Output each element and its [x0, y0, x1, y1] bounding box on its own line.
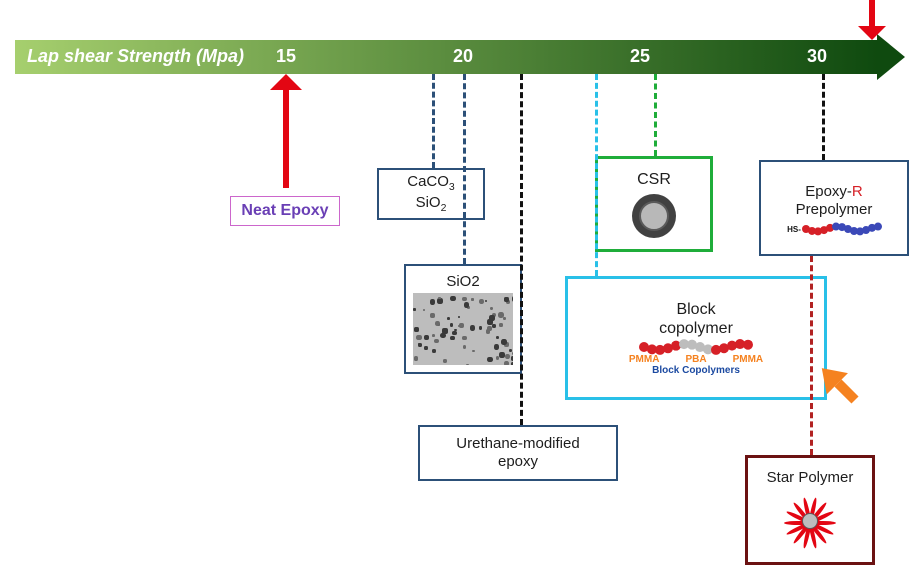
- epoxyr-box: Epoxy-RPrepolymer HS-: [759, 160, 909, 256]
- urethane-label: Urethane-modified: [456, 435, 579, 453]
- caco3-box: CaCO3SiO2: [377, 168, 485, 220]
- block-copolymer-chain-icon: [640, 342, 752, 352]
- star-label: Star Polymer: [767, 469, 854, 487]
- axis-tick: 15: [276, 46, 296, 67]
- epoxyr-connector: [822, 74, 825, 160]
- caco3-label: SiO2: [416, 194, 447, 215]
- axis-tick: 20: [453, 46, 473, 67]
- block-box: Blockcopolymer PMMAPBAPMMABlock Copolymer…: [565, 276, 827, 400]
- urethane-box: Urethane-modifiedepoxy: [418, 425, 618, 481]
- neat-epoxy-box: Neat Epoxy: [230, 196, 340, 226]
- caco3-connector: [432, 74, 435, 168]
- urethane-label: epoxy: [498, 453, 538, 471]
- caco3-label: CaCO3: [407, 173, 455, 194]
- sio2-label: SiO2: [446, 273, 479, 291]
- urethane-connector: [520, 74, 523, 425]
- sio2-box: SiO2: [404, 264, 522, 374]
- block-segment-labels: PMMAPBAPMMA: [629, 354, 763, 365]
- block-subtitle: Block Copolymers: [652, 365, 740, 376]
- csr-box: CSR: [595, 156, 713, 252]
- star-polymer-icon: [780, 491, 840, 551]
- star-box: Star Polymer: [745, 455, 875, 565]
- axis-arrowhead: [877, 34, 905, 80]
- block-label: copolymer: [659, 319, 733, 338]
- neat-epoxy-label: Neat Epoxy: [241, 201, 328, 220]
- epoxyr-title: Epoxy-R: [805, 183, 863, 201]
- sio2-connector: [463, 74, 466, 264]
- block-label: Block: [676, 300, 715, 319]
- axis-label: Lap shear Strength (Mpa): [27, 46, 244, 67]
- star-connector: [810, 256, 813, 455]
- csr-connector: [654, 74, 657, 156]
- sio2-micrograph-icon: [413, 293, 513, 365]
- csr-label: CSR: [637, 170, 671, 189]
- axis-tick: 30: [807, 46, 827, 67]
- axis-tick: 25: [630, 46, 650, 67]
- block-connector: [595, 74, 598, 276]
- epoxyr-label: Prepolymer: [796, 201, 873, 219]
- csr-particle-icon: [632, 194, 676, 238]
- epoxyr-chain-icon: HS-: [787, 225, 881, 234]
